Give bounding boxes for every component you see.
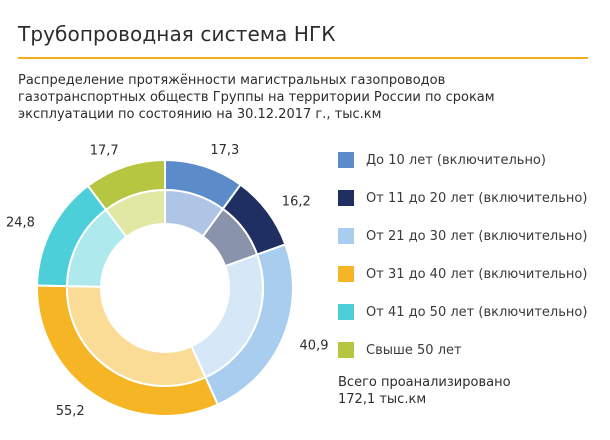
data-label: 24,8 [6, 216, 35, 231]
donut-chart: 17,3 16,2 40,9 55,2 24,8 17,7 [6, 143, 329, 419]
legend-label: От 31 до 40 лет (включительно) [366, 267, 588, 282]
legend-swatch [338, 190, 354, 206]
legend-label: До 10 лет (включительно) [366, 153, 546, 168]
data-label: 17,3 [210, 143, 239, 158]
total-value: 172,1 тыс.км [338, 392, 427, 407]
legend-label: От 41 до 50 лет (включительно) [366, 305, 588, 320]
donut-inner-segment [104, 188, 166, 239]
data-label: 40,9 [300, 339, 329, 354]
subtitle-line: Распределение протяжённости магистральны… [18, 73, 446, 88]
legend-swatch [338, 266, 354, 282]
subtitle-line: газотранспортных обществ Группы на терри… [18, 90, 495, 105]
subtitle-line: эксплуатации по состоянию на 30.12.2017 … [18, 107, 382, 122]
legend-swatch [338, 304, 354, 320]
legend-label: От 21 до 30 лет (включительно) [366, 229, 588, 244]
legend-swatch [338, 152, 354, 168]
chart-subtitle: Распределение протяжённости магистральны… [18, 72, 578, 123]
data-label: 55,2 [56, 404, 85, 419]
legend-label: Свыше 50 лет [366, 343, 462, 358]
data-label: 16,2 [282, 194, 311, 209]
total-note: Всего проанализировано 172,1 тыс.км [338, 374, 511, 408]
total-label: Всего проанализировано [338, 375, 511, 390]
title-underline [18, 57, 588, 59]
legend-label: От 11 до 20 лет (включительно) [366, 191, 588, 206]
page-title: Трубопроводная система НГК [18, 22, 336, 46]
legend-swatch [338, 228, 354, 244]
data-label: 17,7 [90, 144, 119, 159]
legend-swatch [338, 342, 354, 358]
